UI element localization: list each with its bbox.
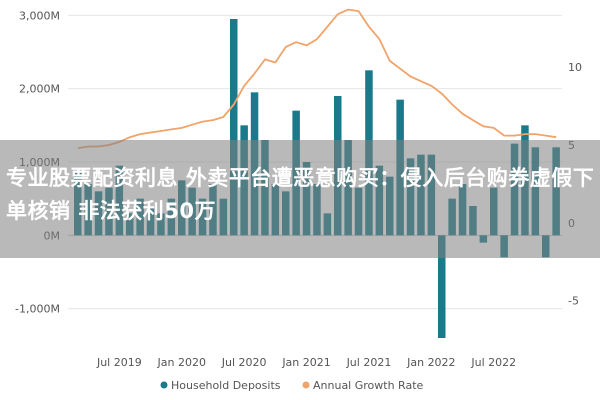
- x-axis-tick-label: Jan 2020: [157, 356, 206, 369]
- legend-label-annual-growth-rate: Annual Growth Rate: [313, 379, 424, 392]
- legend-marker-household-deposits: [160, 381, 168, 389]
- deposit-bar: [438, 235, 446, 338]
- headline-banner: 专业股票配资利息 外卖平台遭恶意购买：侵入后台购券虚假下单核销 非法获利50万: [0, 140, 600, 258]
- right-axis-tick-label: -5: [568, 295, 579, 308]
- x-axis-tick-label: Jul 2019: [96, 356, 142, 369]
- x-axis-tick-label: Jul 2021: [346, 356, 392, 369]
- headline-text: 专业股票配资利息 外卖平台遭恶意购买：侵入后台购券虚假下单核销 非法获利50万: [6, 166, 595, 223]
- legend-marker-annual-growth-rate: [302, 381, 310, 389]
- right-axis-tick-label: 10: [568, 61, 582, 74]
- deposit-bar: [230, 19, 238, 236]
- left-axis-tick-label: 3,000M: [19, 9, 60, 22]
- x-axis-tick-label: Jul 2020: [221, 356, 267, 369]
- legend-label-household-deposits: Household Deposits: [171, 379, 281, 392]
- x-axis-tick-label: Jan 2021: [281, 356, 330, 369]
- x-axis-tick-label: Jan 2022: [406, 356, 455, 369]
- left-axis-tick-label: -1,000M: [15, 303, 60, 316]
- growth-rate-line: [77, 8, 557, 149]
- x-axis-tick-label: Jul 2022: [470, 356, 516, 369]
- left-axis-tick-label: 2,000M: [19, 83, 60, 96]
